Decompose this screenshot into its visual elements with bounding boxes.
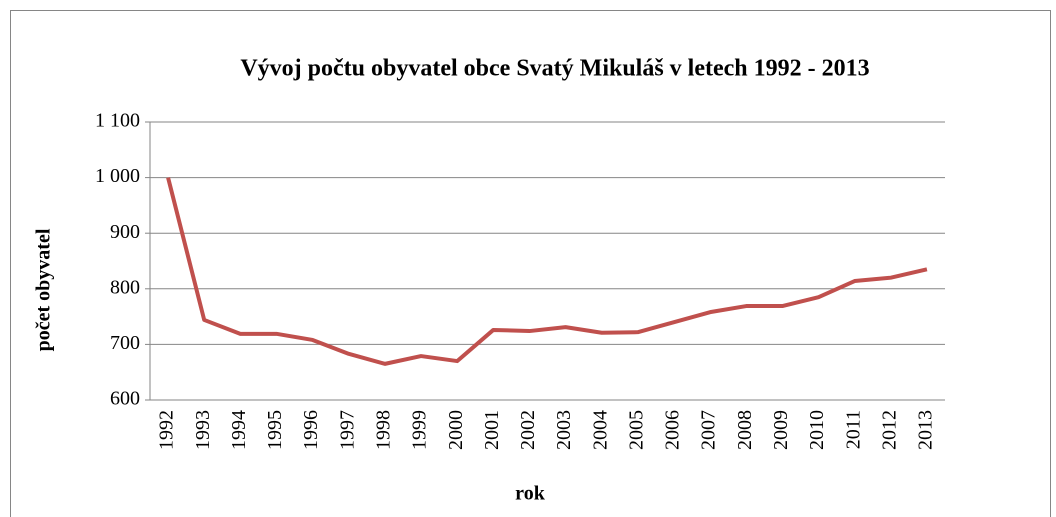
y-tick-label: 600 — [110, 388, 140, 410]
x-tick-label: 1997 — [336, 410, 358, 450]
y-tick-label: 700 — [110, 332, 140, 354]
x-tick-label: 2006 — [662, 410, 684, 450]
y-axis-label: počet obyvatel — [33, 228, 55, 351]
y-tick-label: 1 100 — [95, 110, 140, 132]
x-tick-label: 2007 — [698, 410, 720, 450]
x-tick-label: 2005 — [625, 410, 647, 450]
y-tick-label: 800 — [110, 276, 140, 298]
x-tick-label: 2011 — [842, 410, 864, 449]
x-tick-label: 2004 — [589, 410, 611, 450]
chart-frame — [10, 10, 1051, 517]
chart-title: Vývoj počtu obyvatel obce Svatý Mikuláš … — [240, 56, 869, 82]
x-axis-label: rok — [515, 483, 546, 505]
x-tick-label: 2008 — [734, 410, 756, 450]
x-tick-label: 1994 — [228, 410, 250, 450]
x-tick-label: 2013 — [915, 410, 937, 450]
x-tick-label: 1998 — [372, 410, 394, 450]
x-tick-label: 2003 — [553, 410, 575, 450]
x-tick-label: 1999 — [409, 410, 431, 450]
x-tick-label: 2000 — [445, 410, 467, 450]
x-tick-label: 2010 — [806, 410, 828, 450]
x-tick-label: 2002 — [517, 410, 539, 450]
data-line — [166, 177, 928, 366]
y-tick-label: 1 000 — [95, 165, 140, 187]
x-tick-label: 2009 — [770, 410, 792, 450]
x-tick-label: 1992 — [156, 410, 178, 450]
x-tick-label: 1995 — [264, 410, 286, 450]
x-tick-label: 1996 — [300, 410, 322, 450]
x-tick-label: 1993 — [192, 410, 214, 450]
x-tick-label: 2001 — [481, 410, 503, 450]
x-tick-label: 2012 — [878, 410, 900, 450]
y-tick-label: 900 — [110, 221, 140, 243]
